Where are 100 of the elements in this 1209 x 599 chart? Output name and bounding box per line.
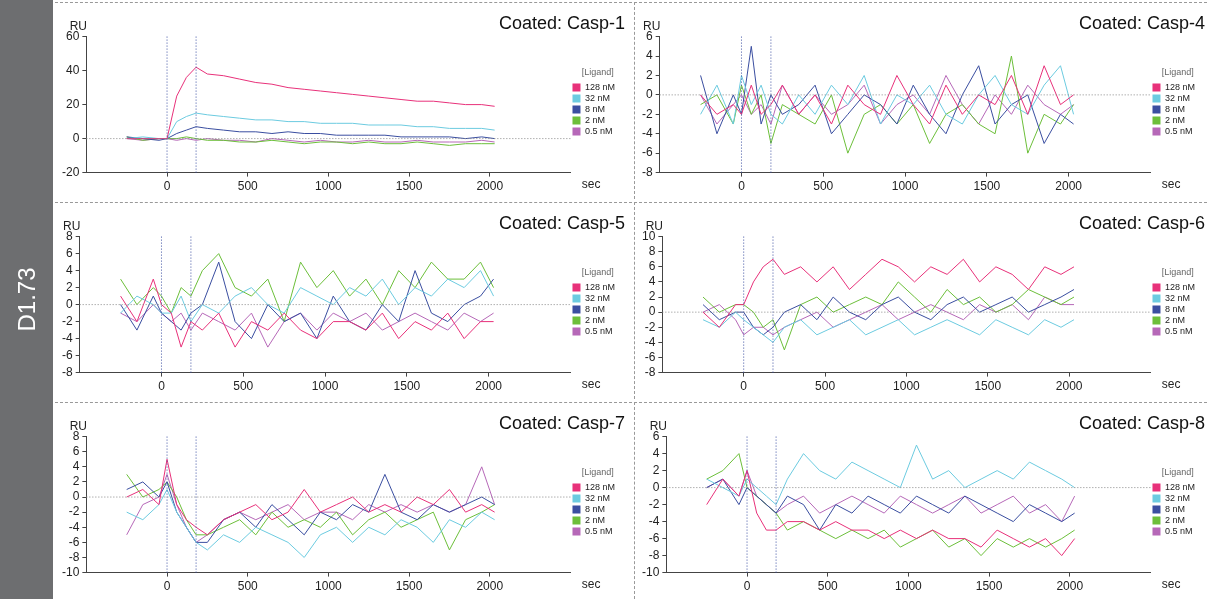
legend-label: 0.5 nM [584,325,613,336]
legend-label: 2 nM [1164,314,1185,325]
y-tick-label: -4 [644,334,656,349]
x-tick-label: 2000 [1055,379,1083,394]
y-axis-title: RU [63,218,81,233]
y-tick-label: 2 [652,462,660,477]
x-tick-label: 500 [233,379,254,394]
x-tick-label: 2000 [1056,579,1084,594]
legend-label: 128 nM [584,481,616,492]
chart-title: Coated: Casp-6 [1078,212,1205,233]
legend-label: 128 nM [584,81,616,92]
legend-label: 2 nM [584,514,605,525]
x-tick-label: 500 [237,579,259,594]
legend-label: 8 nM [584,303,605,314]
y-tick-label: -8 [642,164,653,179]
y-axis-title: RU [69,18,88,33]
y-tick-label: -20 [62,164,80,179]
y-tick-label: -2 [68,504,80,519]
y-tick-label: -6 [68,534,80,549]
x-tick-label: 0 [158,379,166,394]
legend-label: 128 nM [1164,281,1196,292]
y-tick-label: 2 [648,289,656,304]
y-axis-title: RU [649,418,668,433]
legend-title: [Ligand] [1161,67,1194,78]
y-tick-label: -4 [642,126,653,141]
x-tick-label: 500 [815,379,836,394]
y-tick-label: 4 [652,445,660,460]
x-tick-label: 0 [163,579,171,594]
y-tick-label: -6 [648,530,660,545]
y-tick-label: 8 [648,244,656,259]
legend-label: 0.5 nM [1164,325,1193,336]
x-tick-label: 2000 [475,379,503,394]
x-tick-label: 2000 [1055,179,1083,194]
y-tick-label: -10 [62,564,80,579]
legend-label: 8 nM [1164,503,1185,514]
y-tick-label: 4 [72,459,80,474]
legend-label: 8 nM [1164,103,1185,114]
legend-label: 0.5 nM [1164,525,1193,536]
y-tick-label: -4 [62,330,73,345]
x-axis-title: sec [1161,576,1181,591]
x-tick-label: 1500 [395,579,423,594]
legend-label: 2 nM [1164,114,1185,125]
legend-label: 32 nM [584,492,610,503]
y-tick-label: 20 [65,96,80,111]
chart-title: Coated: Casp-8 [1078,412,1205,433]
legend-label: 32 nM [584,92,610,103]
x-tick-label: 1000 [315,179,343,194]
x-axis-title: sec [581,576,601,591]
legend-label: 32 nM [1164,492,1190,503]
x-tick-label: 1000 [311,379,339,394]
y-axis-title: RU [69,418,88,433]
x-tick-label: 2000 [476,179,504,194]
x-tick-label: 1500 [974,379,1002,394]
x-tick-label: 1000 [895,579,923,594]
legend-title: [Ligand] [581,267,614,278]
x-tick-label: 500 [817,579,839,594]
y-tick-label: -8 [644,364,656,379]
y-tick-label: 2 [72,474,80,489]
y-tick-label: -8 [648,547,660,562]
y-tick-label: -2 [62,313,73,328]
y-tick-label: -2 [644,319,656,334]
legend-label: 32 nM [1164,92,1190,103]
legend-title: [Ligand] [581,467,614,478]
y-tick-label: 0 [645,87,653,102]
y-tick-label: -2 [642,106,653,121]
y-tick-label: 2 [65,279,73,294]
legend-title: [Ligand] [581,67,614,78]
legend-label: 128 nM [1164,81,1196,92]
x-tick-label: 2000 [476,579,504,594]
x-tick-label: 1000 [891,179,919,194]
y-tick-label: -6 [62,347,73,362]
y-tick-label: 0 [65,296,73,311]
y-tick-label: 4 [65,262,73,277]
y-tick-label: 0 [72,489,80,504]
y-tick-label: -4 [68,519,80,534]
x-axis-title: sec [581,376,601,391]
y-tick-label: 0 [648,304,656,319]
y-tick-label: 2 [645,67,653,82]
y-tick-label: -6 [644,349,656,364]
legend-label: 0.5 nM [584,125,613,136]
y-tick-label: -8 [62,364,73,379]
legend-label: 8 nM [1164,303,1185,314]
legend-label: 32 nM [1164,292,1190,303]
y-tick-label: -10 [642,564,660,579]
text: D1.73 [0,0,53,599]
chart-title: Coated: Casp-4 [1078,12,1205,33]
x-tick-label: 0 [740,379,748,394]
chart-title: Coated: Casp-7 [498,412,625,433]
x-tick-label: 1000 [893,379,921,394]
y-axis-title: RU [643,18,661,33]
legend-label: 0.5 nM [584,525,613,536]
legend-label: 8 nM [584,503,605,514]
y-tick-label: 6 [648,259,656,274]
x-axis-title: sec [581,176,601,191]
y-tick-label: 4 [648,274,656,289]
x-tick-label: 1000 [315,579,343,594]
x-axis-title: sec [1161,376,1181,391]
y-tick-label: -6 [642,145,653,160]
x-tick-label: 1500 [395,179,423,194]
legend-label: 0.5 nM [1164,125,1193,136]
